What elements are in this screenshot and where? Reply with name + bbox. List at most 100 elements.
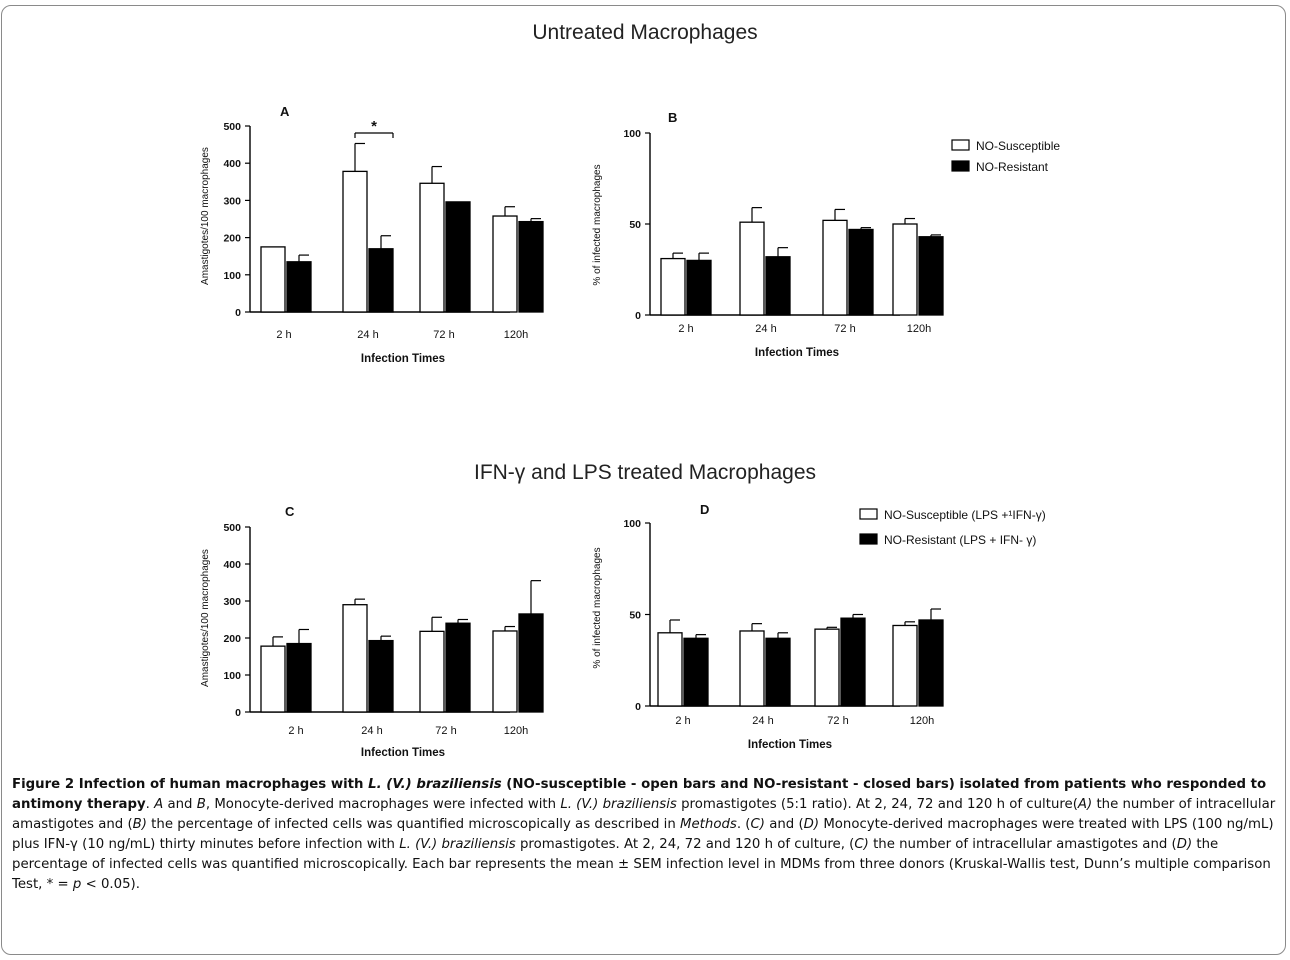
- y-tick-label: 400: [223, 559, 241, 571]
- y-axis-label: % of infected macrophages: [592, 547, 603, 668]
- bar-closed: [286, 261, 312, 313]
- bar-closed: [848, 228, 874, 316]
- y-tick-label: 300: [223, 195, 241, 207]
- caption-p-symbol: p: [72, 877, 82, 892]
- x-axis-label: Infection Times: [755, 347, 839, 359]
- y-tick-label: 100: [623, 518, 641, 530]
- x-tick-label: 72 h: [827, 715, 848, 727]
- bar-open: [657, 632, 683, 707]
- bar-open: [419, 630, 445, 713]
- legend-swatch: [859, 508, 878, 520]
- bar-open: [342, 604, 368, 713]
- caption-text: , Monocyte-derived macrophages were infe…: [205, 797, 561, 812]
- y-tick-label: 0: [235, 307, 241, 319]
- y-axis-label: Amastigotes/100 macrophages: [200, 549, 211, 687]
- caption-panel-ref: B: [196, 797, 206, 812]
- y-tick-label: 0: [635, 701, 641, 713]
- x-tick-label: 120h: [907, 323, 931, 335]
- caption-panel-ref: A): [1077, 797, 1093, 812]
- x-axis-label: Infection Times: [361, 747, 445, 759]
- bar-open: [739, 221, 765, 316]
- caption-text: < 0.05).: [81, 877, 140, 892]
- y-axis-label: % of infected macrophages: [592, 164, 603, 285]
- caption-methods-ref: Methods: [680, 817, 737, 832]
- bar-closed: [368, 639, 394, 713]
- y-tick-label: 500: [223, 121, 241, 133]
- bar-closed: [686, 259, 712, 316]
- x-tick-label: 24 h: [752, 715, 773, 727]
- caption-title-part: Infection of human macrophages with: [78, 777, 369, 792]
- legend-label: NO-Susceptible: [976, 139, 1060, 153]
- y-tick-label: 400: [223, 158, 241, 170]
- bar-open: [892, 624, 918, 707]
- caption-title: Figure 2 Infection of human macrophages …: [12, 777, 1266, 812]
- bar-closed: [286, 642, 312, 713]
- y-tick-label: 200: [223, 233, 241, 245]
- legend-swatch: [859, 533, 878, 545]
- y-tick-label: 200: [223, 633, 241, 645]
- section-title-treated: IFN-γ and LPS treated Macrophages: [473, 461, 816, 484]
- caption-species: L. (V.) braziliensis: [560, 797, 677, 812]
- caption-text: Monocyte-derived macrophages were treate…: [12, 817, 1274, 852]
- x-tick-label: 120h: [504, 329, 528, 341]
- caption-text: promastigotes (5:1 ratio). At 2, 24, 72 …: [676, 797, 1078, 812]
- bar-open: [419, 182, 445, 313]
- x-tick-label: 120h: [910, 715, 934, 727]
- bar-closed: [683, 637, 709, 707]
- x-tick-label: 120h: [504, 725, 528, 737]
- x-tick-label: 72 h: [834, 323, 855, 335]
- caption-text: and: [163, 797, 197, 812]
- bar-closed: [518, 613, 544, 713]
- caption-species: L. (V.) braziliensis: [399, 837, 516, 852]
- bar-closed: [765, 256, 791, 316]
- y-tick-label: 0: [235, 707, 241, 719]
- bar-open: [660, 257, 686, 316]
- bar-closed: [918, 619, 944, 707]
- caption-text: the number of intracellular amastigotes …: [868, 837, 1177, 852]
- panel-letter: B: [668, 110, 677, 125]
- caption-panel-ref: D): [803, 817, 820, 832]
- panel-letter: A: [280, 104, 290, 119]
- caption-panel-ref: C): [750, 817, 765, 832]
- x-tick-label: 24 h: [361, 725, 382, 737]
- legend-swatch: [951, 139, 970, 151]
- bar-closed: [445, 201, 471, 313]
- y-tick-label: 0: [635, 310, 641, 322]
- y-tick-label: 50: [629, 219, 641, 231]
- caption-panel-ref: A: [154, 797, 164, 812]
- legend-swatch: [951, 160, 970, 172]
- y-tick-label: 300: [223, 596, 241, 608]
- caption-title-part: (NO-susceptible - open bars and NO-resis…: [12, 777, 1267, 812]
- caption-panel-ref: B): [132, 817, 147, 832]
- caption-panel-ref: D): [1176, 837, 1193, 852]
- bar-closed: [918, 236, 944, 316]
- x-axis-label: Infection Times: [748, 739, 832, 751]
- x-tick-label: 2 h: [288, 725, 303, 737]
- bar-open: [739, 630, 765, 707]
- figure-frame: [1, 5, 1286, 955]
- bar-closed: [765, 637, 791, 707]
- x-tick-label: 72 h: [433, 329, 454, 341]
- y-tick-label: 100: [223, 670, 241, 682]
- bar-open: [892, 223, 918, 316]
- bar-closed: [518, 220, 544, 313]
- bar-closed: [368, 248, 394, 313]
- y-tick-label: 100: [223, 270, 241, 282]
- section-title-untreated: Untreated Macrophages: [532, 21, 758, 44]
- y-tick-label: 50: [629, 610, 641, 622]
- bar-open: [260, 246, 286, 313]
- panel-letter: D: [700, 502, 709, 517]
- bar-closed: [445, 622, 471, 713]
- x-tick-label: 2 h: [678, 323, 693, 335]
- legend-label: NO-Susceptible (LPS +¹IFN-γ): [884, 508, 1046, 522]
- x-axis-label: Infection Times: [361, 353, 445, 365]
- bar-open: [814, 628, 840, 707]
- bar-open: [342, 170, 368, 313]
- caption-text: the percentage of infected cells was qua…: [146, 817, 681, 832]
- x-tick-label: 24 h: [357, 329, 378, 341]
- caption-text: . (: [736, 817, 751, 832]
- x-tick-label: 72 h: [435, 725, 456, 737]
- x-tick-label: 2 h: [276, 329, 291, 341]
- bar-open: [492, 215, 518, 313]
- x-tick-label: 2 h: [675, 715, 690, 727]
